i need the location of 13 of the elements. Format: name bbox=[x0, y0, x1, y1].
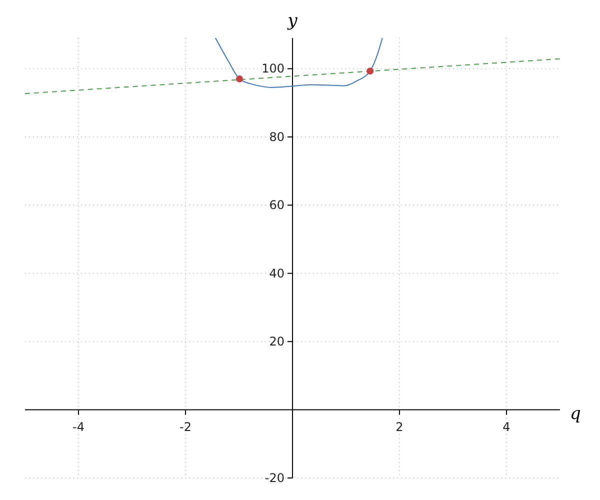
y-tick-label: 40 bbox=[269, 266, 284, 280]
y-tick-label: 100 bbox=[262, 62, 284, 76]
y-tick-label: 20 bbox=[269, 334, 284, 349]
x-tick-label: -4 bbox=[72, 420, 84, 434]
line-series bbox=[214, 38, 383, 88]
y-tick-label: 80 bbox=[269, 130, 284, 144]
y-tick-label: -20 bbox=[264, 471, 284, 485]
y-tick-label: 60 bbox=[269, 198, 284, 212]
x-tick-label: -2 bbox=[180, 420, 192, 434]
x-axis-title: q bbox=[570, 404, 581, 424]
x-tick-label: 4 bbox=[502, 420, 510, 434]
x-tick-label: 2 bbox=[396, 420, 404, 434]
y-axis-title: y bbox=[286, 11, 298, 31]
